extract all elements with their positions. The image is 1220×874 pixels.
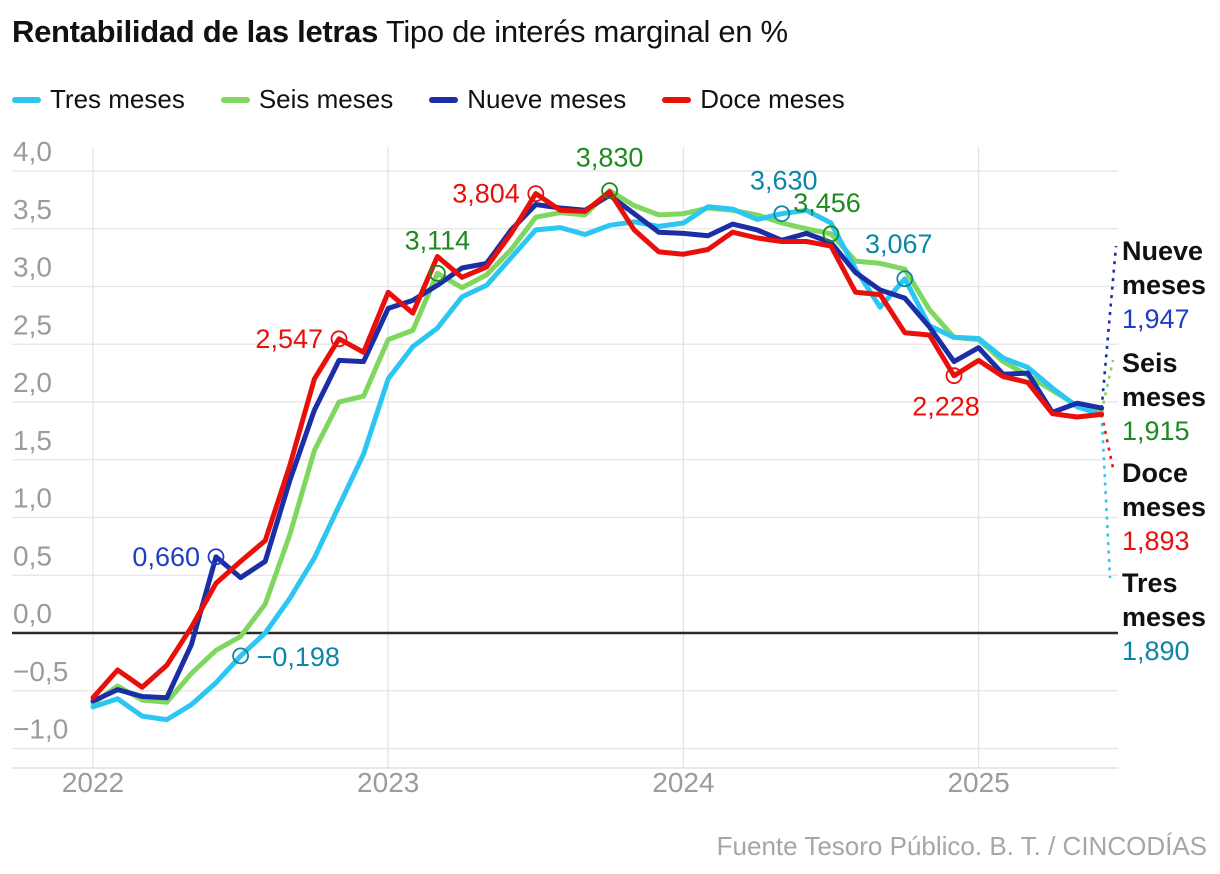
- annotation-value: 0,660: [132, 542, 200, 572]
- annotation-marker: [207, 548, 225, 566]
- y-axis-tick-label: 3,0: [13, 252, 52, 283]
- y-axis-tick-label: 1,5: [13, 425, 52, 456]
- legend-swatch-tres-meses: [12, 96, 41, 103]
- y-axis-tick-label: −1,0: [13, 714, 68, 745]
- y-axis-tick-label: 2,0: [13, 367, 52, 398]
- end-label-tres-word1: Tres: [1122, 568, 1178, 598]
- end-value-doce-meses: 1,893: [1122, 526, 1190, 556]
- series-line-tres-meses: [90, 204, 1105, 723]
- annotation-value: 3,804: [452, 179, 520, 209]
- annotation-marker: [232, 647, 250, 665]
- end-label-seis-meses: Seis meses 1,915: [1122, 346, 1220, 448]
- end-label-seis-word2: meses: [1122, 382, 1207, 412]
- x-axis-tick-label: 2024: [652, 767, 714, 798]
- y-axis-tick-label: 3,5: [13, 194, 52, 225]
- annotation-marker: [896, 270, 914, 288]
- source-credit: Fuente Tesoro Público. B. T. / CINCODÍAS: [716, 831, 1207, 861]
- leader-line-seis-meses: [1100, 359, 1115, 413]
- y-axis-tick-label: 1,0: [13, 483, 52, 514]
- legend-item-nueve-meses: Nueve meses: [429, 84, 626, 115]
- annotation-value: 3,456: [793, 188, 861, 218]
- annotation-marker: [330, 330, 348, 348]
- annotation-value: 3,067: [865, 229, 933, 259]
- legend-swatch-seis-meses: [220, 96, 250, 103]
- series-line-seis-meses: [90, 188, 1105, 706]
- end-label-tres-meses: Tres meses 1,890: [1122, 566, 1220, 668]
- legend-swatch-doce-meses: [662, 96, 692, 103]
- y-axis-tick-label: 0,0: [13, 598, 52, 629]
- annotation-marker: [945, 367, 963, 385]
- x-axis-tick-label: 2022: [62, 767, 124, 798]
- series-line-nueve-meses: [90, 192, 1105, 704]
- annotation-marker: [527, 185, 545, 203]
- legend-label-nueve-meses: Nueve meses: [467, 84, 627, 114]
- page-title: Rentabilidad de las letras Tipo de inter…: [12, 14, 788, 50]
- end-label-doce-word2: meses: [1122, 492, 1207, 522]
- line-chart: 4,0 3,5 3,0 2,5 2,0 1,5 1,0 0,5 0,0 −0,5 −1,0 2022 2…: [12, 140, 1118, 798]
- page-title-bold: Rentabilidad de las letras: [12, 14, 379, 49]
- end-value-nueve-meses: 1,947: [1122, 304, 1190, 334]
- legend-item-seis-meses: Seis meses: [220, 84, 394, 115]
- end-label-doce-meses: Doce meses 1,893: [1122, 456, 1220, 558]
- y-axis-tick-label: −0,5: [13, 656, 68, 687]
- leader-line-nueve-meses: [1100, 245, 1118, 409]
- end-label-nueve-meses: Nueve meses 1,947: [1122, 234, 1220, 336]
- legend: Tres meses Seis meses Nueve meses Doce m…: [12, 84, 845, 115]
- legend-swatch-nueve-meses: [429, 96, 459, 103]
- end-label-tres-word2: meses: [1122, 602, 1207, 632]
- page-subtitle: Tipo de interés marginal en %: [385, 14, 788, 49]
- end-value-tres-meses: 1,890: [1122, 636, 1190, 666]
- legend-label-seis-meses: Seis meses: [258, 84, 394, 114]
- annotation-value: 2,547: [255, 324, 323, 354]
- leader-line-tres-meses: [1100, 414, 1112, 579]
- end-value-seis-meses: 1,915: [1122, 416, 1190, 446]
- annotation-marker: [822, 225, 840, 243]
- legend-item-tres-meses: Tres meses: [12, 84, 185, 115]
- annotation-value: −0,198: [257, 642, 340, 672]
- annotation-value: 3,630: [750, 166, 818, 196]
- leader-line-doce-meses: [1100, 414, 1115, 469]
- y-axis-tick-label: 2,5: [13, 309, 52, 340]
- annotation-value: 3,830: [576, 143, 644, 173]
- annotation-marker: [428, 264, 446, 282]
- y-axis-tick-label: 0,5: [13, 540, 52, 571]
- y-axis-tick-label: 4,0: [13, 140, 52, 167]
- x-axis-tick-label: 2023: [357, 767, 419, 798]
- legend-label-doce-meses: Doce meses: [700, 84, 845, 114]
- annotation-marker: [601, 182, 618, 200]
- legend-label-tres-meses: Tres meses: [50, 84, 185, 114]
- annotation-value: 3,114: [405, 225, 471, 255]
- annotation-marker: [773, 205, 791, 223]
- end-label-nueve-word1: Nueve: [1122, 236, 1204, 266]
- end-label-seis-word1: Seis: [1122, 348, 1178, 378]
- series-line-doce-meses: [90, 189, 1105, 701]
- legend-item-doce-meses: Doce meses: [662, 84, 845, 115]
- x-axis-tick-label: 2025: [947, 767, 1009, 798]
- annotation-value: 2,228: [912, 392, 980, 422]
- end-label-nueve-word2: meses: [1122, 270, 1207, 300]
- end-label-doce-word1: Doce: [1122, 458, 1189, 488]
